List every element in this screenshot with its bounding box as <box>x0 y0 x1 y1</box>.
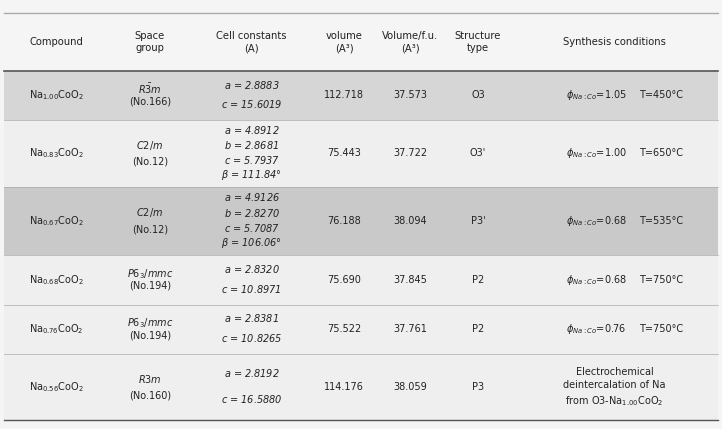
Text: T=535°C: T=535°C <box>640 216 684 226</box>
Text: Na$_{0.56}$CoO$_2$: Na$_{0.56}$CoO$_2$ <box>29 380 84 394</box>
Text: 75.443: 75.443 <box>327 148 361 158</box>
Text: $c$ = 16.5880: $c$ = 16.5880 <box>221 393 282 405</box>
Text: (No.12): (No.12) <box>132 224 168 234</box>
Text: Na$_{1.00}$CoO$_2$: Na$_{1.00}$CoO$_2$ <box>29 88 84 103</box>
Text: $\phi_{Na:Co}$=0.68: $\phi_{Na:Co}$=0.68 <box>566 214 627 228</box>
Text: $a$ = 2.8320: $a$ = 2.8320 <box>224 263 279 275</box>
Text: Na$_{0.67}$CoO$_2$: Na$_{0.67}$CoO$_2$ <box>29 214 84 228</box>
Text: $c$ = 10.8971: $c$ = 10.8971 <box>222 283 282 295</box>
Text: P3': P3' <box>471 216 485 226</box>
Text: Compound: Compound <box>30 37 84 47</box>
Text: 37.573: 37.573 <box>393 91 427 100</box>
Bar <box>4 255 718 305</box>
Text: P2: P2 <box>472 324 484 334</box>
Text: $\phi_{Na:Co}$=1.05: $\phi_{Na:Co}$=1.05 <box>566 88 627 103</box>
Text: Volume/f.u.
(A³): Volume/f.u. (A³) <box>382 30 438 53</box>
Text: $R3m$: $R3m$ <box>138 373 162 385</box>
Text: $P6_3/mmc$: $P6_3/mmc$ <box>126 317 173 330</box>
Text: 112.718: 112.718 <box>324 91 364 100</box>
Text: $\beta$ = 106.06°: $\beta$ = 106.06° <box>221 236 282 250</box>
Text: Na$_{0.83}$CoO$_2$: Na$_{0.83}$CoO$_2$ <box>29 146 84 160</box>
Text: Cell constants
(A): Cell constants (A) <box>217 30 287 53</box>
Text: P2: P2 <box>472 275 484 285</box>
Bar <box>4 187 718 255</box>
Text: 75.522: 75.522 <box>327 324 361 334</box>
Text: (No.166): (No.166) <box>129 97 171 106</box>
Text: Synthesis conditions: Synthesis conditions <box>563 37 666 47</box>
Text: $c$ = 15.6019: $c$ = 15.6019 <box>221 98 282 110</box>
Text: Structure
type: Structure type <box>455 30 501 53</box>
Text: P3: P3 <box>472 382 484 392</box>
Text: (No.194): (No.194) <box>129 281 171 291</box>
Text: 76.188: 76.188 <box>327 216 361 226</box>
Text: (No.160): (No.160) <box>129 390 171 400</box>
Text: $\phi_{Na:Co}$=0.76: $\phi_{Na:Co}$=0.76 <box>566 322 627 336</box>
Text: $\beta$ = 111.84°: $\beta$ = 111.84° <box>222 168 282 182</box>
Text: 38.094: 38.094 <box>393 216 427 226</box>
Text: $C2/m$: $C2/m$ <box>136 206 163 219</box>
Text: Na$_{0.76}$CoO$_2$: Na$_{0.76}$CoO$_2$ <box>30 322 84 336</box>
Bar <box>4 120 718 187</box>
Text: $a$ = 4.8912: $a$ = 4.8912 <box>224 124 279 136</box>
Text: Na$_{0.68}$CoO$_2$: Na$_{0.68}$CoO$_2$ <box>29 273 84 287</box>
Text: $b$ = 2.8681: $b$ = 2.8681 <box>224 139 279 151</box>
Text: T=750°C: T=750°C <box>640 275 684 285</box>
Text: volume
(A³): volume (A³) <box>326 30 362 53</box>
Text: $b$ = 2.8270: $b$ = 2.8270 <box>224 206 279 218</box>
Text: (No.12): (No.12) <box>132 157 168 166</box>
Text: 38.059: 38.059 <box>393 382 427 392</box>
Text: $R\bar{3}m$: $R\bar{3}m$ <box>138 82 162 97</box>
Text: 75.690: 75.690 <box>327 275 361 285</box>
Text: $c$ = 5.7087: $c$ = 5.7087 <box>224 222 279 234</box>
Text: $a$ = 4.9126: $a$ = 4.9126 <box>224 191 279 203</box>
Text: 37.722: 37.722 <box>393 148 427 158</box>
Bar <box>4 13 718 71</box>
Text: $C2/m$: $C2/m$ <box>136 139 163 152</box>
Text: $a$ = 2.8381: $a$ = 2.8381 <box>225 312 279 324</box>
Bar <box>4 305 718 354</box>
Bar <box>4 354 718 420</box>
Text: $c$ = 5.7937: $c$ = 5.7937 <box>224 154 279 166</box>
Text: $c$ = 10.8265: $c$ = 10.8265 <box>221 332 282 344</box>
Text: 114.176: 114.176 <box>324 382 364 392</box>
Text: 37.845: 37.845 <box>393 275 427 285</box>
Text: $\phi_{Na:Co}$=1.00: $\phi_{Na:Co}$=1.00 <box>566 146 627 160</box>
Text: T=650°C: T=650°C <box>640 148 684 158</box>
Text: Electrochemical
deintercalation of Na
from O3-Na$_{1.00}$CoO$_2$: Electrochemical deintercalation of Na fr… <box>563 367 666 408</box>
Text: O3': O3' <box>470 148 486 158</box>
Text: $a$ = 2.8192: $a$ = 2.8192 <box>224 366 279 378</box>
Text: $a$ = 2.8883: $a$ = 2.8883 <box>224 79 279 91</box>
Text: Space
group: Space group <box>135 30 165 53</box>
Text: T=450°C: T=450°C <box>640 91 684 100</box>
Text: T=750°C: T=750°C <box>640 324 684 334</box>
Bar <box>4 71 718 120</box>
Text: $\phi_{Na:Co}$=0.68: $\phi_{Na:Co}$=0.68 <box>566 273 627 287</box>
Text: 37.761: 37.761 <box>393 324 427 334</box>
Text: (No.194): (No.194) <box>129 330 171 340</box>
Text: $P6_3/mmc$: $P6_3/mmc$ <box>126 267 173 281</box>
Text: O3: O3 <box>471 91 485 100</box>
